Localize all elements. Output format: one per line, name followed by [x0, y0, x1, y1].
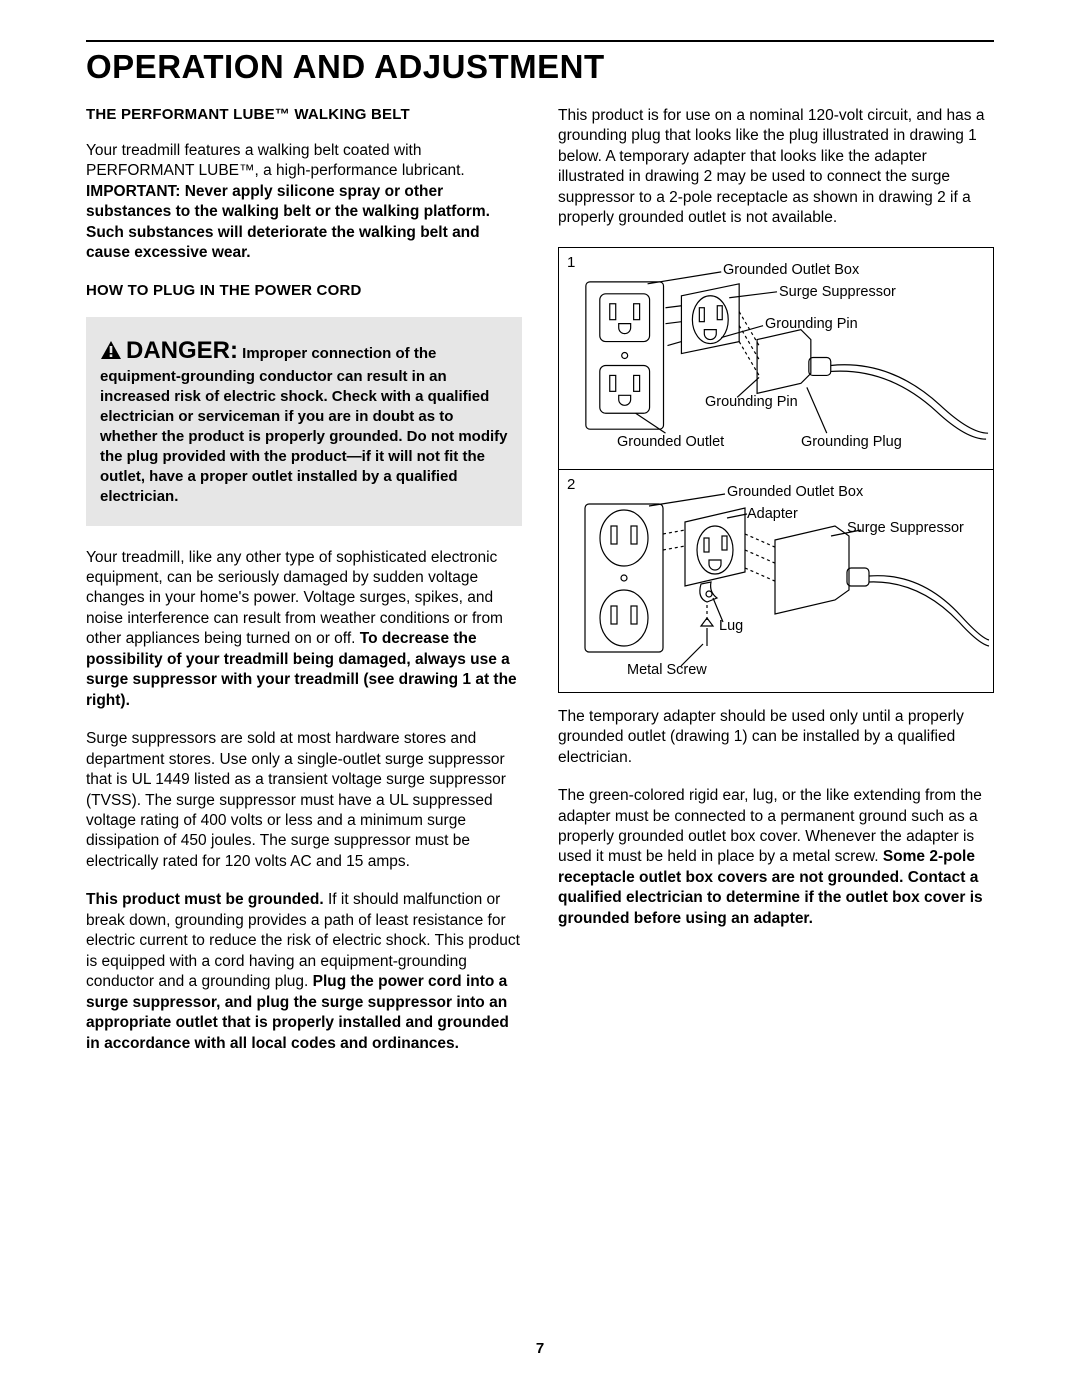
- para-grounding: This product must be grounded. If it sho…: [86, 890, 522, 1054]
- diagram-frame: 1: [558, 247, 994, 693]
- diagram-number-1: 1: [567, 254, 575, 271]
- section-head-lube: THE PERFORMANT LUBE™ WALKING BELT: [86, 106, 522, 123]
- page-title: OPERATION AND ADJUSTMENT: [86, 48, 994, 86]
- danger-text: DANGER: Improper connection of the equip…: [100, 335, 508, 508]
- diagram-2: 2: [559, 470, 993, 692]
- label-surge-suppressor-2: Surge Suppressor: [847, 520, 964, 536]
- diagram-number-2: 2: [567, 476, 575, 493]
- top-rule: [86, 40, 994, 42]
- label-metal-screw: Metal Screw: [627, 662, 707, 678]
- para-circuit: This product is for use on a nominal 120…: [558, 106, 994, 229]
- warning-triangle-icon: [100, 340, 122, 360]
- para-grounding-a: This product must be grounded.: [86, 891, 324, 908]
- para-lube-important: IMPORTANT: Never apply silicone spray or…: [86, 183, 490, 261]
- para-lug: The green-colored rigid ear, lug, or the…: [558, 786, 994, 929]
- label-lug: Lug: [719, 618, 743, 634]
- right-column: This product is for use on a nominal 120…: [558, 106, 994, 1072]
- label-grounding-pin-a: Grounding Pin: [765, 316, 858, 332]
- label-grounded-outlet-box-2: Grounded Outlet Box: [727, 484, 863, 500]
- label-surge-suppressor-1: Surge Suppressor: [779, 284, 896, 300]
- label-grounding-pin-b: Grounding Pin: [705, 394, 798, 410]
- label-grounding-plug: Grounding Plug: [801, 434, 902, 450]
- diagram-1: 1: [559, 248, 993, 470]
- drawing-2-svg: [559, 470, 993, 692]
- manual-page: OPERATION AND ADJUSTMENT THE PERFORMANT …: [0, 0, 1080, 1112]
- para-lube-a: Your treadmill features a walking belt c…: [86, 142, 465, 179]
- para-surge-specs: Surge suppressors are sold at most hardw…: [86, 729, 522, 872]
- section-head-plug: HOW TO PLUG IN THE POWER CORD: [86, 282, 522, 299]
- label-grounded-outlet: Grounded Outlet: [617, 434, 724, 450]
- page-number: 7: [0, 1340, 1080, 1357]
- left-column: THE PERFORMANT LUBE™ WALKING BELT Your t…: [86, 106, 522, 1072]
- danger-box: DANGER: Improper connection of the equip…: [86, 317, 522, 526]
- label-adapter: Adapter: [747, 506, 798, 522]
- danger-body: Improper connection of the equipment-gro…: [100, 345, 508, 506]
- two-column-layout: THE PERFORMANT LUBE™ WALKING BELT Your t…: [86, 106, 994, 1072]
- para-surge-intro: Your treadmill, like any other type of s…: [86, 548, 522, 712]
- danger-word: DANGER:: [126, 337, 238, 364]
- para-lube: Your treadmill features a walking belt c…: [86, 141, 522, 264]
- label-grounded-outlet-box-1: Grounded Outlet Box: [723, 262, 859, 278]
- para-temp-adapter: The temporary adapter should be used onl…: [558, 707, 994, 768]
